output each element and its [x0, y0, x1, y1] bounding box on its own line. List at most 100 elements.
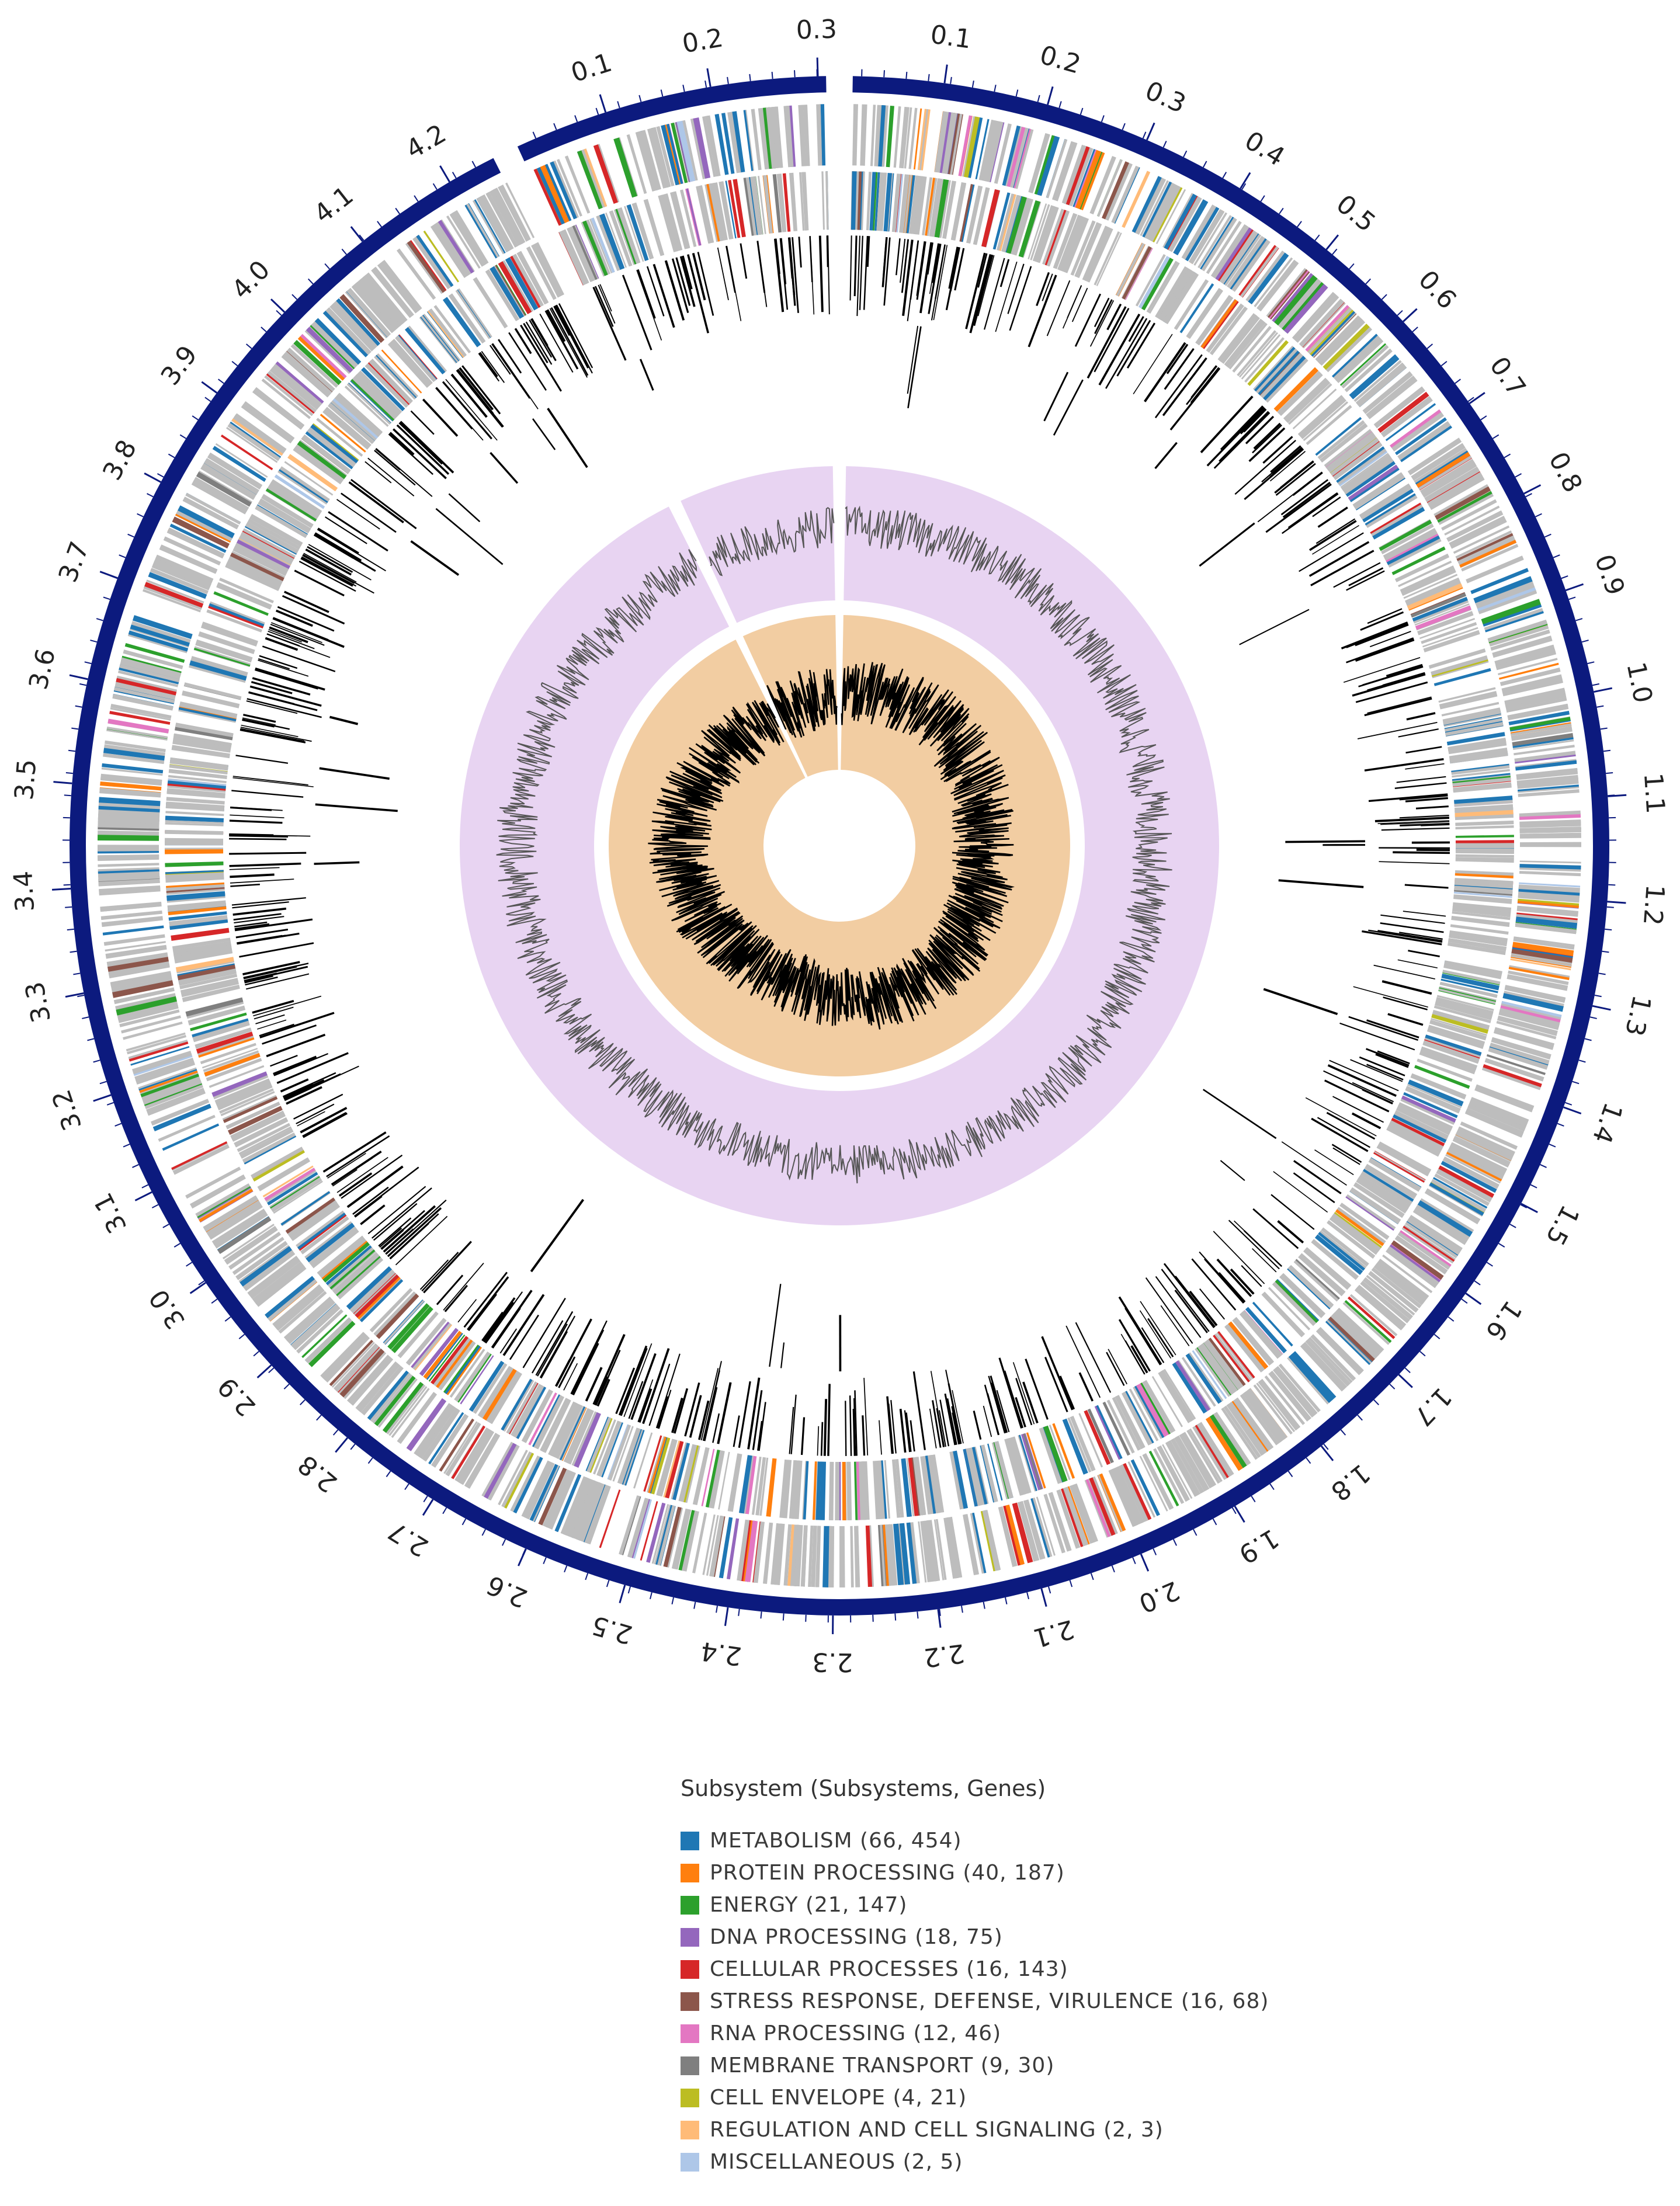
- gene-block: [414, 1403, 452, 1455]
- feature-mark: [1364, 758, 1444, 772]
- gene-block: [310, 1227, 357, 1266]
- gene-block: [388, 341, 431, 387]
- minor-tick: [119, 554, 126, 558]
- gene-block: [1518, 895, 1580, 903]
- gene-block: [913, 108, 922, 170]
- feature-mark: [973, 1411, 982, 1440]
- gene-block: [776, 173, 787, 232]
- gene-block: [1476, 1084, 1535, 1109]
- feature-mark: [1116, 319, 1151, 377]
- gene-block: [765, 107, 777, 169]
- gene-block: [265, 1276, 315, 1319]
- feature-mark: [443, 1262, 484, 1311]
- feature-mark: [1310, 550, 1374, 586]
- feature-mark: [1339, 1022, 1415, 1051]
- legend-items: METABOLISM (66, 454) PROTEIN PROCESSING (…: [681, 1825, 1440, 2178]
- gene-block: [257, 1157, 309, 1189]
- gene-block: [318, 1236, 366, 1278]
- gene-block: [297, 1212, 346, 1250]
- gene-block: [572, 225, 598, 280]
- feature-mark: [1404, 884, 1449, 889]
- gene-block: [172, 737, 231, 752]
- feature-mark: [367, 457, 415, 496]
- gene-block: [1011, 1436, 1032, 1494]
- minor-tick: [1397, 310, 1403, 316]
- gene-block: [969, 1447, 985, 1506]
- gene-block: [1175, 1435, 1210, 1491]
- gene-block: [1206, 303, 1244, 353]
- gene-block: [1434, 1173, 1490, 1207]
- gene-block: [1245, 251, 1285, 302]
- gene-block: [584, 148, 608, 207]
- gene-block: [1366, 1164, 1417, 1197]
- gene-block: [188, 1005, 246, 1026]
- gene-block: [181, 982, 239, 998]
- minor-tick: [67, 928, 74, 931]
- gene-block: [353, 374, 399, 418]
- gene-block: [958, 115, 973, 176]
- gene-block: [498, 185, 531, 242]
- gene-block: [515, 1386, 545, 1439]
- position-label: 3.5: [9, 758, 43, 801]
- feature-mark: [674, 1388, 689, 1434]
- gene-block: [1401, 1095, 1456, 1124]
- gene-block: [373, 1291, 416, 1336]
- gene-block: [709, 1515, 723, 1577]
- minor-tick: [585, 1573, 589, 1580]
- gene-block: [1466, 555, 1524, 583]
- gene-block: [1140, 180, 1169, 237]
- feature-mark: [336, 499, 380, 530]
- gene-block: [269, 482, 321, 517]
- legend-swatch: [681, 1960, 699, 1979]
- gene-block: [1164, 272, 1198, 324]
- minor-tick: [137, 513, 144, 517]
- gene-block: [1411, 593, 1466, 618]
- feature-mark: [758, 1402, 766, 1451]
- gene-block: [557, 159, 582, 217]
- gene-block: [1448, 938, 1507, 950]
- position-label: 3.6: [23, 646, 61, 692]
- position-label: 2.7: [383, 1516, 433, 1562]
- gene-block: [568, 227, 595, 282]
- gene-block: [701, 1448, 715, 1507]
- minor-tick: [1598, 972, 1606, 975]
- gene-block: [1449, 930, 1508, 943]
- gene-block: [1441, 499, 1497, 531]
- gene-block: [1334, 1310, 1382, 1356]
- gene-block: [200, 624, 258, 647]
- gene-block: [106, 726, 168, 739]
- gene-block: [1419, 1051, 1476, 1075]
- gene-block: [1353, 360, 1402, 402]
- gene-block: [1161, 1370, 1195, 1422]
- gene-block: [1400, 567, 1456, 596]
- minor-tick: [1357, 1415, 1363, 1421]
- feature-mark: [1355, 624, 1409, 647]
- gene-block: [926, 1455, 939, 1514]
- gene-block: [1195, 1347, 1231, 1397]
- minor-tick: [341, 248, 347, 255]
- feature-mark: [537, 1323, 568, 1377]
- feature-mark: [240, 727, 312, 742]
- gene-block: [120, 661, 181, 680]
- genome-backbone-ring: [70, 76, 1610, 1616]
- gene-block: [1106, 1399, 1135, 1454]
- gene-block: [1175, 1360, 1210, 1412]
- gene-block: [281, 352, 331, 398]
- gene-block: [1328, 1316, 1375, 1362]
- gene-block: [1389, 1121, 1443, 1151]
- feature-mark: [747, 1377, 761, 1450]
- gene-block: [574, 1412, 601, 1468]
- feature-mark: [1200, 395, 1254, 453]
- feature-mark: [398, 422, 443, 465]
- feature-mark: [259, 1012, 335, 1038]
- gene-block: [1398, 1103, 1453, 1131]
- gene-block: [643, 199, 663, 256]
- minor-tick: [1568, 596, 1576, 600]
- gene-block: [1452, 769, 1510, 778]
- feature-mark: [652, 263, 675, 328]
- gene-block: [939, 112, 952, 173]
- gene-block: [1326, 1319, 1372, 1364]
- minor-tick: [693, 1601, 696, 1609]
- gene-block: [1441, 701, 1499, 717]
- gene-block: [426, 1333, 463, 1380]
